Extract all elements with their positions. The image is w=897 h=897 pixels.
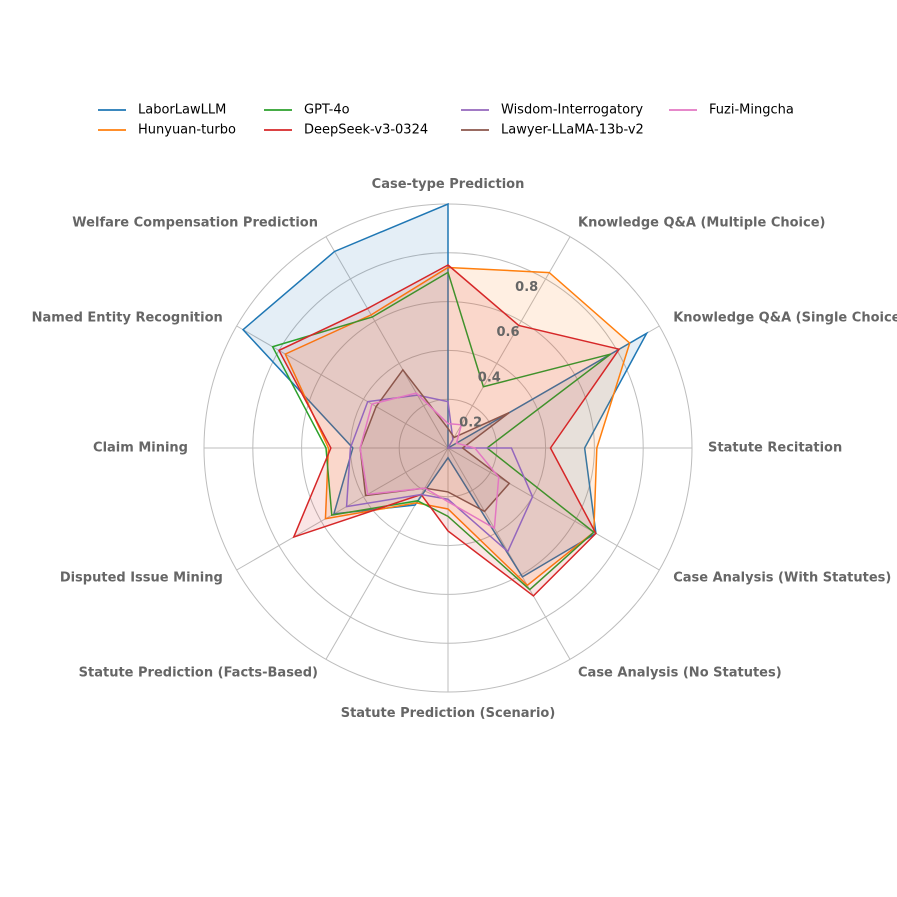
- series-lawyer-llama-13b-v2: [359, 368, 511, 513]
- series-hunyuan-turbo: [284, 266, 631, 587]
- axis-label: Case-type Prediction: [372, 177, 525, 192]
- legend-item: LaborLawLLM: [98, 103, 226, 118]
- legend: LaborLawLLM Hunyuan-turbo GPT-4o DeepSeek-v…: [98, 103, 794, 138]
- legend-label: DeepSeek-v3-0324: [304, 123, 428, 138]
- radial-tick-label: 0.2: [459, 415, 482, 430]
- axis-label: Case Analysis (With Statutes): [673, 571, 891, 586]
- series-gpt-4o: [271, 271, 612, 591]
- legend-label: Wisdom-Interrogatory: [501, 103, 643, 118]
- axis-label: Knowledge Q&A (Multiple Choice): [578, 215, 825, 230]
- grid-spoke: [447, 236, 571, 449]
- series-wisdom-interrogatory: [345, 394, 534, 553]
- grid-spoke: [447, 447, 571, 660]
- axis-label: Welfare Compensation Prediction: [72, 215, 318, 230]
- legend-label: LaborLawLLM: [138, 103, 226, 118]
- axis-label: Statute Prediction (Facts-Based): [79, 666, 318, 681]
- grid-spoke: [325, 447, 449, 660]
- legend-label: Fuzi-Mingcha: [709, 103, 794, 118]
- axis-label: Statute Recitation: [708, 441, 842, 456]
- legend-item: Wisdom-Interrogatory: [461, 103, 643, 118]
- legend-label: Lawyer-LLaMA-13b-v2: [501, 123, 644, 138]
- grid-spoke: [447, 447, 660, 571]
- series-fuzi-mingcha: [359, 392, 500, 530]
- radial-tick-label: 0.8: [515, 280, 538, 295]
- legend-item: DeepSeek-v3-0324: [264, 123, 428, 138]
- radial-tick-labels: 0.2 0.4 0.6 0.8: [459, 280, 538, 430]
- legend-label: GPT-4o: [304, 103, 350, 118]
- grid-spoke: [325, 236, 449, 449]
- axis-label: Claim Mining: [93, 441, 188, 456]
- radial-tick-label: 0.6: [496, 325, 519, 340]
- legend-item: Hunyuan-turbo: [98, 123, 236, 138]
- axis-label: Statute Prediction (Scenario): [341, 706, 556, 721]
- series-laborlawllm: [241, 202, 649, 578]
- legend-label: Hunyuan-turbo: [138, 123, 236, 138]
- legend-item: GPT-4o: [264, 103, 350, 118]
- axis-label: Named Entity Recognition: [32, 311, 223, 326]
- axis-label: Knowledge Q&A (Single Choice): [673, 311, 897, 326]
- axis-labels: Case-type Prediction Knowledge Q&A (Multi…: [32, 177, 897, 721]
- axis-label: Disputed Issue Mining: [60, 571, 223, 586]
- axis-label: Case Analysis (No Statutes): [578, 666, 782, 681]
- legend-item: Fuzi-Mingcha: [669, 103, 794, 118]
- radial-tick-label: 0.4: [478, 370, 501, 385]
- legend-item: Lawyer-LLaMA-13b-v2: [461, 123, 644, 138]
- radar-series: [241, 202, 649, 597]
- grid-spoke: [236, 447, 449, 571]
